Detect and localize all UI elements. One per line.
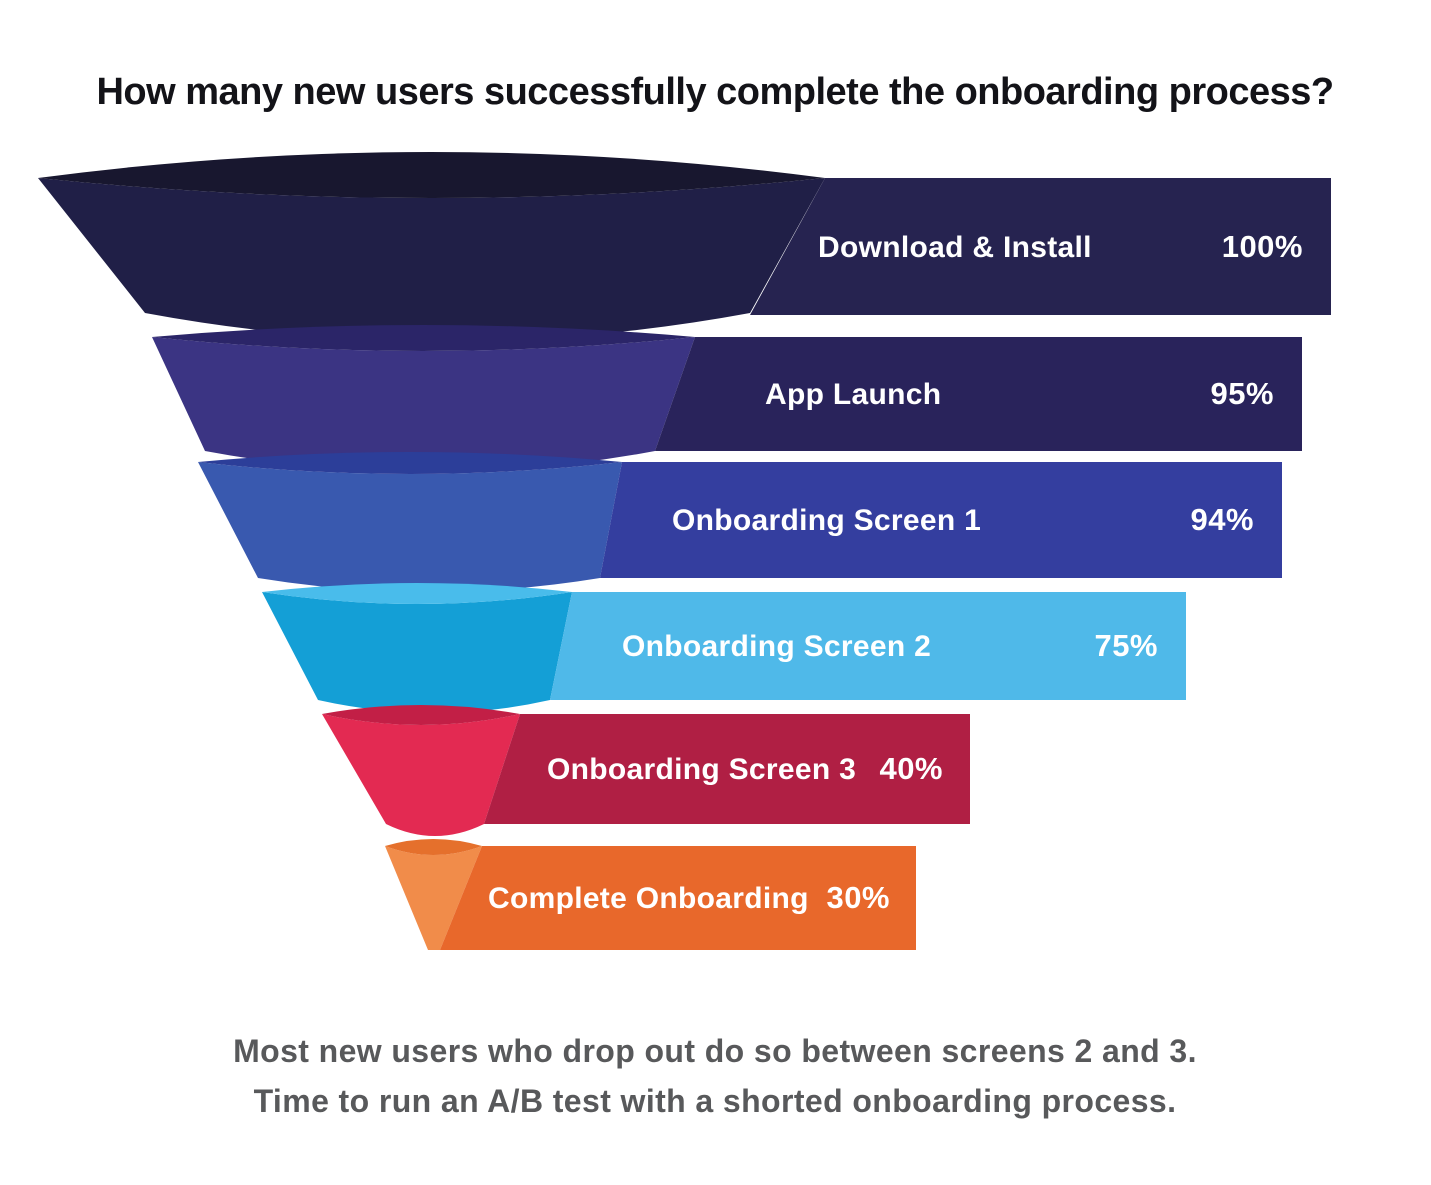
funnel-segment-top-lens bbox=[262, 583, 572, 604]
stage-label: Download & Install bbox=[818, 231, 1092, 264]
funnel-segment-body bbox=[198, 462, 622, 592]
stage-value: 40% bbox=[879, 751, 943, 786]
funnel-stage-onboarding-1: Onboarding Screen 1 94% bbox=[198, 452, 1282, 592]
funnel-segment-top-lens bbox=[152, 325, 695, 351]
funnel-segment-top-lens bbox=[38, 152, 825, 198]
funnel-stage-onboarding-2: Onboarding Screen 2 75% bbox=[262, 583, 1186, 713]
stage-bar bbox=[655, 337, 1302, 451]
stage-label: Onboarding Screen 2 bbox=[622, 630, 931, 663]
stage-label: Onboarding Screen 3 bbox=[547, 753, 856, 786]
stage-value: 75% bbox=[1094, 628, 1158, 663]
stage-label: App Launch bbox=[765, 378, 941, 411]
stage-bar bbox=[750, 178, 1331, 315]
funnel-stage-download-install: Download & Install 100% bbox=[38, 152, 1331, 341]
funnel-stage-app-launch: App Launch 95% bbox=[152, 325, 1302, 472]
caption-line-2: Time to run an A/B test with a shorted o… bbox=[254, 1083, 1177, 1119]
funnel-segment-body bbox=[385, 846, 482, 950]
stage-value: 100% bbox=[1222, 229, 1303, 264]
stage-label: Onboarding Screen 1 bbox=[672, 504, 981, 537]
stage-value: 94% bbox=[1190, 502, 1254, 537]
funnel-segment-body bbox=[152, 337, 695, 472]
funnel-segment-top-lens bbox=[198, 452, 622, 474]
stage-bar bbox=[550, 592, 1186, 700]
chart-caption: Most new users who drop out do so betwee… bbox=[233, 1033, 1197, 1119]
funnel-segment-body bbox=[262, 592, 572, 713]
chart-title: How many new users successfully complete… bbox=[96, 71, 1333, 113]
stage-bar bbox=[440, 846, 916, 950]
stage-value: 95% bbox=[1210, 376, 1274, 411]
stage-value: 30% bbox=[826, 880, 890, 915]
caption-line-1: Most new users who drop out do so betwee… bbox=[233, 1033, 1197, 1069]
funnel-stage-onboarding-3: Onboarding Screen 3 40% bbox=[322, 705, 970, 836]
stage-bar bbox=[600, 462, 1282, 578]
stage-bar bbox=[484, 714, 970, 824]
funnel-stage-complete-onboarding: Complete Onboarding 30% bbox=[385, 839, 916, 950]
funnel-segment-top-lens bbox=[322, 705, 520, 725]
stage-label: Complete Onboarding bbox=[488, 882, 809, 915]
funnel-segment-body bbox=[38, 178, 825, 341]
funnel-segment-top-lens bbox=[385, 839, 482, 855]
funnel-segment-body bbox=[322, 714, 520, 836]
